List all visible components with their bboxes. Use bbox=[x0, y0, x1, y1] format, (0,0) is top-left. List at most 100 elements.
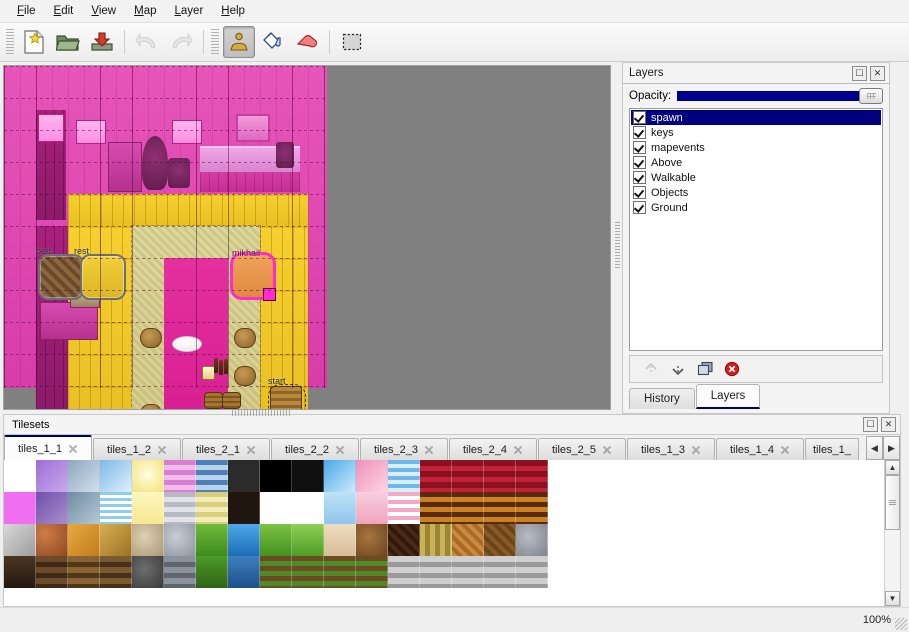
close-tab-icon[interactable] bbox=[691, 445, 701, 455]
tile-cell[interactable] bbox=[420, 524, 452, 556]
scroll-down-button[interactable]: ▼ bbox=[885, 591, 900, 606]
layer-visibility-checkbox[interactable] bbox=[633, 156, 646, 169]
scroll-up-button[interactable]: ▲ bbox=[885, 460, 900, 475]
tile-cell[interactable] bbox=[132, 460, 164, 492]
close-tab-icon[interactable] bbox=[513, 445, 523, 455]
tile-cell[interactable] bbox=[388, 460, 420, 492]
tileset-tab-tiles_1_5[interactable]: tiles_1_ bbox=[805, 438, 859, 460]
tile-cell[interactable] bbox=[452, 524, 484, 556]
tile-cell[interactable] bbox=[196, 556, 228, 588]
tile-cell[interactable] bbox=[324, 492, 356, 524]
tile-cell[interactable] bbox=[260, 492, 292, 524]
layer-visibility-checkbox[interactable] bbox=[633, 186, 646, 199]
tile-cell[interactable] bbox=[516, 492, 548, 524]
layer-row-above[interactable]: Above bbox=[631, 155, 881, 170]
tile-cell[interactable] bbox=[164, 556, 196, 588]
tileset-tab-tiles_1_2[interactable]: tiles_1_2 bbox=[93, 438, 181, 460]
vertical-splitter[interactable] bbox=[612, 62, 622, 414]
layer-visibility-checkbox[interactable] bbox=[633, 171, 646, 184]
scroll-track[interactable] bbox=[885, 475, 900, 591]
menu-view[interactable]: View bbox=[91, 5, 117, 17]
duplicate-layer-button[interactable] bbox=[696, 360, 714, 378]
tileset-tab-tiles_2_5[interactable]: tiles_2_5 bbox=[538, 438, 626, 460]
layer-row-ground[interactable]: Ground bbox=[631, 200, 881, 215]
tile-cell[interactable] bbox=[100, 492, 132, 524]
tile-cell[interactable] bbox=[420, 460, 452, 492]
tile-cell[interactable] bbox=[260, 460, 292, 492]
close-tab-icon[interactable] bbox=[335, 445, 345, 455]
tile-cell[interactable] bbox=[68, 460, 100, 492]
layer-list[interactable]: spawn keys mapevents Above bbox=[629, 108, 883, 351]
close-tab-icon[interactable] bbox=[157, 445, 167, 455]
menu-help[interactable]: Help bbox=[221, 5, 245, 17]
close-dock-icon[interactable]: ✕ bbox=[881, 417, 896, 432]
tile-cell[interactable] bbox=[484, 556, 516, 588]
rest-object-selection[interactable] bbox=[80, 254, 126, 300]
tile-cell[interactable] bbox=[260, 524, 292, 556]
redo-button[interactable] bbox=[165, 26, 197, 58]
tile-cell[interactable] bbox=[260, 556, 292, 588]
tileset-tab-tiles_1_1[interactable]: tiles_1_1 bbox=[4, 435, 92, 460]
bed-object-selection[interactable] bbox=[38, 254, 84, 300]
tile-cell[interactable] bbox=[196, 460, 228, 492]
tile-cell[interactable] bbox=[228, 556, 260, 588]
tile-cell[interactable] bbox=[324, 556, 356, 588]
save-map-button[interactable] bbox=[86, 26, 118, 58]
tile-cell[interactable] bbox=[100, 556, 132, 588]
tileset-tab-tiles_2_4[interactable]: tiles_2_4 bbox=[449, 438, 537, 460]
move-layer-up-button[interactable] bbox=[642, 360, 660, 378]
layer-visibility-checkbox[interactable] bbox=[633, 201, 646, 214]
tile-cell[interactable] bbox=[164, 524, 196, 556]
close-tab-icon[interactable] bbox=[246, 445, 256, 455]
tile-cell[interactable] bbox=[452, 492, 484, 524]
tile-cell[interactable] bbox=[388, 556, 420, 588]
eraser-tool-button[interactable] bbox=[291, 26, 323, 58]
mikhail-resize-handle[interactable] bbox=[263, 288, 276, 301]
layer-row-mapevents[interactable]: mapevents bbox=[631, 140, 881, 155]
tab-history[interactable]: History bbox=[629, 388, 695, 409]
menu-edit[interactable]: Edit bbox=[53, 5, 74, 17]
arrow-left-icon[interactable]: ◀ bbox=[866, 436, 883, 460]
map-render[interactable]: bed rest mikhail andor:) entr... start bbox=[4, 66, 327, 409]
horizontal-splitter-handle[interactable] bbox=[232, 409, 292, 416]
tile-cell[interactable] bbox=[100, 524, 132, 556]
tile-cell[interactable] bbox=[516, 556, 548, 588]
undo-button[interactable] bbox=[131, 26, 163, 58]
tile-cell[interactable] bbox=[228, 460, 260, 492]
mikhail-object-selection[interactable] bbox=[230, 252, 276, 300]
float-dock-icon[interactable]: ☐ bbox=[863, 417, 878, 432]
tile-cell[interactable] bbox=[292, 460, 324, 492]
tile-cell[interactable] bbox=[356, 492, 388, 524]
tile-cell[interactable] bbox=[292, 556, 324, 588]
tile-cell[interactable] bbox=[356, 524, 388, 556]
tile-cell[interactable] bbox=[388, 492, 420, 524]
new-map-button[interactable] bbox=[18, 26, 50, 58]
tile-cell[interactable] bbox=[292, 492, 324, 524]
delete-layer-button[interactable] bbox=[723, 360, 741, 378]
rectangle-select-tool-button[interactable] bbox=[336, 26, 368, 58]
tile-cell[interactable] bbox=[292, 524, 324, 556]
close-tab-icon[interactable] bbox=[780, 445, 790, 455]
bucket-fill-tool-button[interactable] bbox=[257, 26, 289, 58]
tileset-tab-tiles_2_2[interactable]: tiles_2_2 bbox=[271, 438, 359, 460]
tileset-tab-tiles_2_3[interactable]: tiles_2_3 bbox=[360, 438, 448, 460]
tile-cell[interactable] bbox=[356, 556, 388, 588]
tile-cell[interactable] bbox=[164, 492, 196, 524]
tileset-tab-tiles_2_1[interactable]: tiles_2_1 bbox=[182, 438, 270, 460]
tile-cell[interactable] bbox=[228, 524, 260, 556]
arrow-right-icon[interactable]: ▶ bbox=[883, 436, 900, 460]
tile-cell[interactable] bbox=[516, 460, 548, 492]
tile-cell[interactable] bbox=[196, 492, 228, 524]
tileset-tab-tiles_1_4[interactable]: tiles_1_4 bbox=[716, 438, 804, 460]
tile-cell[interactable] bbox=[388, 524, 420, 556]
tile-cell[interactable] bbox=[228, 492, 260, 524]
tile-cell[interactable] bbox=[68, 524, 100, 556]
tab-layers[interactable]: Layers bbox=[695, 384, 761, 409]
map-canvas[interactable]: bed rest mikhail andor:) entr... start bbox=[3, 65, 611, 410]
tile-cell[interactable] bbox=[132, 524, 164, 556]
tile-cell[interactable] bbox=[4, 460, 36, 492]
tile-cell[interactable] bbox=[356, 460, 388, 492]
layer-visibility-checkbox[interactable] bbox=[633, 126, 646, 139]
toolbar-drag-handle[interactable] bbox=[6, 29, 14, 55]
tile-cell[interactable] bbox=[324, 460, 356, 492]
